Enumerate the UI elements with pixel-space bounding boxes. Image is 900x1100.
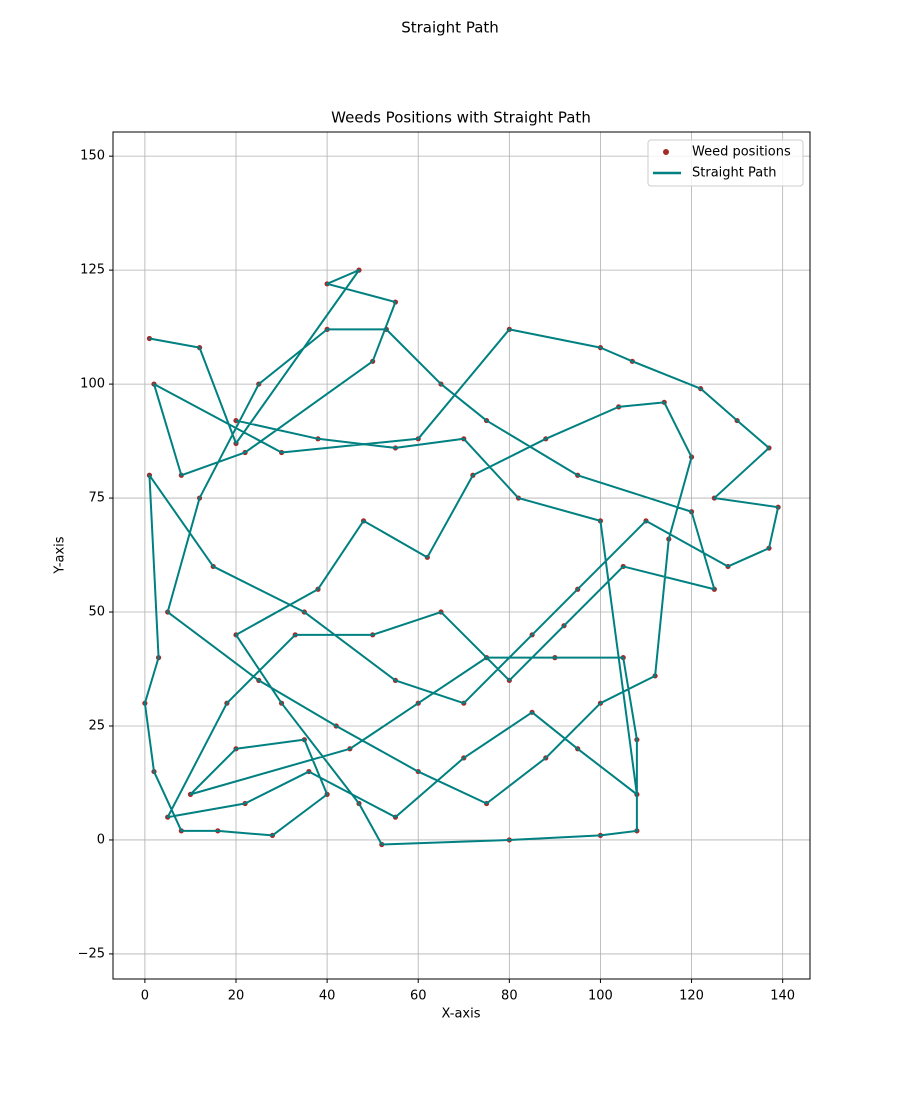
y-tick-label: 125 xyxy=(80,263,105,278)
y-tick-label: 25 xyxy=(88,718,105,733)
path-line xyxy=(143,269,780,846)
suptitle: Straight Path xyxy=(401,19,499,37)
y-tick-label: 75 xyxy=(88,491,105,506)
y-tick-label: 100 xyxy=(80,377,105,392)
y-axis-label: Y-axis xyxy=(53,536,68,574)
legend-label: Straight Path xyxy=(692,166,777,181)
chart-title: Weeds Positions with Straight Path xyxy=(331,109,591,127)
x-tick-label: 120 xyxy=(679,989,704,1004)
x-tick-label: 20 xyxy=(228,989,245,1004)
y-tick-label: 0 xyxy=(97,832,105,847)
axes-frame xyxy=(112,131,811,980)
x-tick-label: 60 xyxy=(410,989,427,1004)
y-tick-label: 50 xyxy=(88,605,105,620)
legend-marker xyxy=(663,149,669,155)
y-tick-label: 150 xyxy=(80,149,105,164)
plot-area xyxy=(109,131,811,983)
legend-label: Weed positions xyxy=(692,145,791,160)
x-tick-label: 40 xyxy=(319,989,336,1004)
legend-box xyxy=(647,139,804,187)
x-tick-label: 0 xyxy=(141,989,149,1004)
x-tick-label: 100 xyxy=(588,989,613,1004)
x-tick-label: 80 xyxy=(501,989,518,1004)
x-tick-label: 140 xyxy=(770,989,795,1004)
x-axis-label: X-axis xyxy=(442,1007,481,1022)
y-tick-label: −25 xyxy=(78,946,105,961)
